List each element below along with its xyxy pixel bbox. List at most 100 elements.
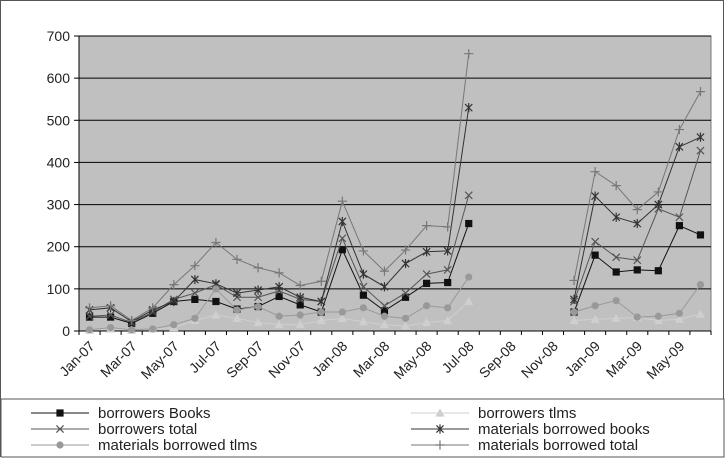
x-tick-label: Nov-08 bbox=[518, 338, 561, 381]
data-point bbox=[675, 309, 684, 317]
data-point bbox=[464, 296, 474, 306]
legend-marker bbox=[435, 408, 445, 417]
data-point bbox=[653, 187, 663, 197]
data-point bbox=[465, 273, 473, 281]
series-borrowers-books bbox=[85, 219, 705, 328]
data-point bbox=[107, 313, 115, 321]
legend-marker bbox=[55, 424, 65, 434]
series-materials-borrowed-tlms bbox=[85, 273, 705, 334]
y-tick-label: 100 bbox=[47, 281, 71, 297]
data-point bbox=[380, 301, 389, 310]
data-point bbox=[148, 303, 158, 313]
data-point bbox=[169, 280, 179, 290]
data-point bbox=[317, 308, 325, 316]
legend-label: materials borrowed tlms bbox=[98, 437, 257, 454]
data-point bbox=[611, 313, 621, 322]
data-point bbox=[316, 276, 326, 286]
data-point bbox=[316, 315, 326, 325]
legend-marker bbox=[56, 441, 64, 449]
data-point bbox=[612, 297, 620, 305]
data-point bbox=[232, 288, 242, 298]
data-point bbox=[358, 246, 368, 256]
y-tick-label: 600 bbox=[47, 70, 71, 86]
data-point bbox=[674, 314, 684, 323]
data-point bbox=[695, 309, 706, 318]
data-point bbox=[443, 246, 452, 256]
data-point bbox=[591, 302, 599, 310]
data-point bbox=[465, 219, 473, 228]
data-point bbox=[464, 49, 474, 59]
x-tick-label: Jan-08 bbox=[309, 338, 351, 380]
data-point bbox=[569, 275, 579, 286]
data-point bbox=[338, 246, 346, 254]
data-point bbox=[569, 315, 579, 325]
data-point bbox=[675, 213, 684, 222]
x-tick-label: Jul-08 bbox=[439, 338, 477, 376]
data-point bbox=[633, 313, 641, 321]
data-point bbox=[359, 291, 367, 299]
data-point bbox=[696, 146, 705, 155]
legend-item: borrowers total bbox=[31, 421, 197, 438]
x-tick-label: May-09 bbox=[643, 338, 687, 382]
data-point bbox=[359, 282, 368, 291]
data-point bbox=[191, 295, 199, 303]
data-point bbox=[401, 314, 410, 322]
data-point bbox=[253, 263, 263, 273]
data-point bbox=[654, 312, 662, 320]
data-point bbox=[211, 237, 221, 248]
data-point bbox=[401, 293, 410, 301]
data-point bbox=[275, 292, 283, 301]
data-point bbox=[107, 324, 115, 332]
data-point bbox=[254, 302, 262, 311]
data-point bbox=[337, 196, 347, 206]
x-tick-label: Sep-08 bbox=[476, 338, 519, 381]
data-point bbox=[274, 268, 284, 278]
data-point bbox=[106, 301, 116, 311]
legend-item: materials borrowed books bbox=[411, 421, 650, 438]
data-point bbox=[169, 296, 178, 307]
data-point bbox=[674, 124, 684, 135]
data-point bbox=[233, 306, 241, 314]
legend-box bbox=[0, 398, 725, 458]
data-point bbox=[591, 191, 600, 201]
legend-marker bbox=[435, 424, 445, 434]
data-point bbox=[359, 304, 367, 312]
data-point bbox=[654, 267, 662, 275]
data-point bbox=[358, 317, 368, 326]
data-point bbox=[590, 314, 600, 323]
data-point bbox=[379, 320, 390, 329]
x-tick-label: Sep-07 bbox=[223, 338, 266, 381]
legend-label: materials borrowed books bbox=[478, 421, 650, 438]
data-point bbox=[296, 311, 304, 319]
data-point bbox=[170, 321, 178, 329]
data-point bbox=[696, 132, 705, 142]
data-point bbox=[423, 279, 431, 287]
data-point bbox=[675, 222, 683, 230]
data-point bbox=[696, 231, 705, 239]
data-point bbox=[695, 87, 706, 97]
data-point bbox=[295, 280, 305, 291]
x-tick-label: Jul-07 bbox=[186, 338, 224, 376]
data-point bbox=[675, 142, 684, 152]
data-point bbox=[149, 325, 157, 333]
x-tick-label: Jan-09 bbox=[562, 338, 604, 380]
data-point bbox=[632, 205, 642, 215]
data-point bbox=[464, 191, 473, 200]
legend: borrowers Books borrowers tlms borrowers t… bbox=[31, 405, 650, 454]
legend-marker bbox=[56, 409, 64, 417]
data-point bbox=[612, 212, 621, 222]
legend-label: materials borrowed total bbox=[478, 437, 638, 454]
plot-area bbox=[78, 35, 712, 332]
data-point bbox=[380, 307, 389, 315]
y-tick-label: 400 bbox=[47, 154, 71, 170]
data-point bbox=[211, 310, 221, 319]
data-point bbox=[85, 312, 94, 321]
data-point bbox=[190, 289, 199, 298]
y-tick-label: 200 bbox=[47, 239, 71, 255]
data-point bbox=[380, 312, 389, 320]
data-point bbox=[444, 304, 452, 312]
legend-item: borrowers Books bbox=[31, 405, 211, 422]
data-point bbox=[422, 317, 432, 327]
data-point bbox=[232, 254, 242, 264]
